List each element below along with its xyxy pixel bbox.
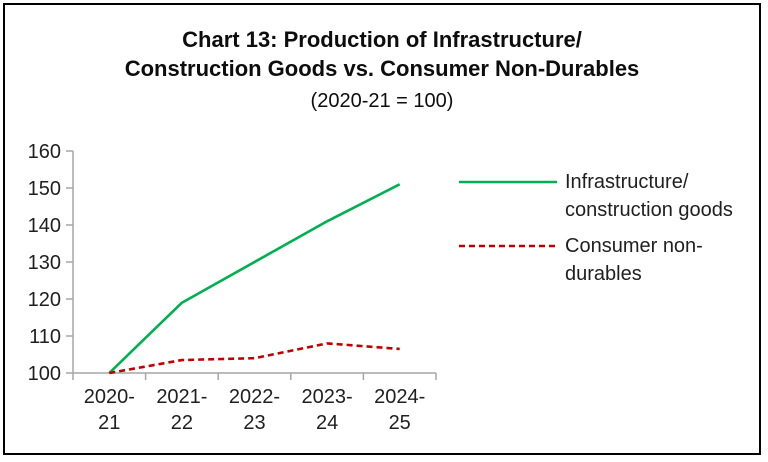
y-tick-label: 160 xyxy=(28,141,61,163)
y-tick-label: 110 xyxy=(29,326,61,348)
y-tick-label: 120 xyxy=(28,289,61,311)
y-tick-label: 130 xyxy=(28,252,61,274)
chart-subtitle: (2020-21 = 100) xyxy=(310,90,454,112)
x-tick-label-line2: 22 xyxy=(171,412,193,434)
chart-title: Chart 13: Production of Infrastructure/ … xyxy=(5,25,759,83)
chart-title-line1: Chart 13: Production of Infrastructure/ xyxy=(182,27,582,52)
y-tick-label: 100 xyxy=(28,363,61,385)
x-tick-label-line2: 24 xyxy=(316,412,338,434)
x-tick-label-line2: 25 xyxy=(389,412,411,434)
x-tick-label-line1: 2022- xyxy=(229,386,280,408)
chart-title-line2: Construction Goods vs. Consumer Non-Dura… xyxy=(124,56,640,81)
series-line-consumer-non-durables xyxy=(109,342,400,375)
x-tick-label-line1: 2021- xyxy=(156,386,207,408)
x-tick-label-line1: 2020- xyxy=(84,386,135,408)
x-tick-label-line2: 23 xyxy=(243,412,265,434)
legend-label: Consumer non- durables xyxy=(565,235,703,285)
title-block: Chart 13: Production of Infrastructure/ … xyxy=(5,25,759,114)
x-tick-label-line2: 21 xyxy=(98,412,120,434)
line-chart-plot: 100 110 120 130 140 150 160 2020- 21 2021- 22 2022-… xyxy=(28,141,437,434)
legend-item-consumer-non-durables: Consumer non- durables xyxy=(459,232,733,288)
legend-item-infrastructure-construction-goods: Infrastructure/ construction goods xyxy=(459,168,733,224)
series-line-infrastructure-construction-goods xyxy=(108,183,401,374)
x-tick-label-line1: 2024- xyxy=(374,386,425,408)
chart-area: 100 110 120 130 140 150 160 2020- 21 2021- 22 2022-… xyxy=(5,136,759,436)
x-tick-label-line1: 2023- xyxy=(302,386,353,408)
chart-frame: Chart 13: Production of Infrastructure/ … xyxy=(3,3,761,455)
y-tick-label: 150 xyxy=(28,178,61,200)
legend-line-swatch-dashed xyxy=(459,244,557,248)
chart-legend: Infrastructure/ construction goods Consum… xyxy=(455,136,733,296)
legend-label: Infrastructure/ construction goods xyxy=(565,171,733,221)
legend-line-swatch-solid xyxy=(459,180,557,184)
y-tick-label: 140 xyxy=(28,215,61,237)
